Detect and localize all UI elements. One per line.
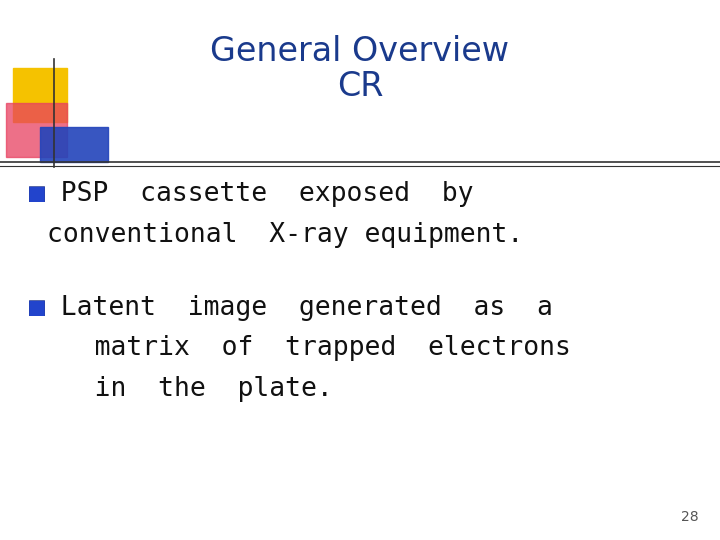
Text: 28: 28	[681, 510, 698, 524]
Bar	[40, 127, 108, 162]
Text: CR: CR	[337, 70, 383, 103]
Text: matrix  of  trapped  electrons: matrix of trapped electrons	[47, 335, 571, 361]
Bar	[13, 68, 67, 122]
Text: conventional  X-ray equipment.: conventional X-ray equipment.	[47, 222, 523, 248]
Text: General Overview: General Overview	[210, 35, 510, 68]
Text: ■ Latent  image  generated  as  a: ■ Latent image generated as a	[29, 295, 553, 321]
Bar	[6, 103, 67, 157]
Text: ■: ■	[29, 181, 45, 207]
Text: ■: ■	[29, 295, 45, 321]
Text: ■ PSP  cassette  exposed  by: ■ PSP cassette exposed by	[29, 181, 473, 207]
Text: in  the  plate.: in the plate.	[47, 376, 333, 402]
